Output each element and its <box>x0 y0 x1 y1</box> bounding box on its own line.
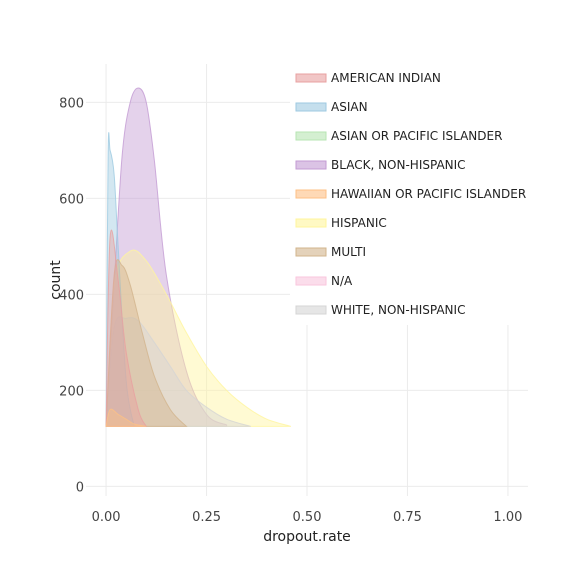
density-area-american-indian <box>105 229 148 427</box>
legend-label-hispanic: HISPANIC <box>331 216 387 230</box>
density-area-black-non-hispanic <box>105 87 228 427</box>
legend-swatch-black-non-hispanic <box>295 160 327 170</box>
legend-swatch-american-indian <box>295 73 327 83</box>
x-tick-label: 0.50 <box>293 510 322 525</box>
density-area-asian <box>105 132 135 427</box>
legend-label-white-non-hispanic: WHITE, NON-HISPANIC <box>331 303 465 317</box>
y-tick-label: 800 <box>59 96 84 111</box>
x-tick-label: 0.00 <box>92 510 121 525</box>
legend-label-asian-or-pacific-islander: ASIAN OR PACIFIC ISLANDER <box>331 129 502 143</box>
density-area-white-non-hispanic <box>105 316 251 427</box>
legend-label-n-a: N/A <box>331 274 353 288</box>
density-area-multi <box>105 259 188 427</box>
x-tick-label: 0.75 <box>393 510 422 525</box>
legend-label-black-non-hispanic: BLACK, NON-HISPANIC <box>331 158 466 172</box>
x-tick-label: 0.25 <box>192 510 221 525</box>
legend-swatch-white-non-hispanic <box>295 305 327 315</box>
x-axis-title: dropout.rate <box>263 529 351 545</box>
legend-swatch-asian <box>295 102 327 112</box>
legend-swatch-hawaiian-or-pacific-islander <box>295 189 327 199</box>
density-area-hawaiian-or-pacific-islander <box>105 408 147 427</box>
y-tick-label: 600 <box>59 192 84 207</box>
legend-swatch-asian-or-pacific-islander <box>295 131 327 141</box>
legend-label-asian: ASIAN <box>331 100 368 114</box>
y-tick-label: 400 <box>59 288 84 303</box>
legend: AMERICAN INDIAN ASIAN ASIAN OR PACIFIC ISL… <box>290 64 544 325</box>
density-area-hispanic <box>105 249 292 427</box>
legend-label-hawaiian-or-pacific-islander: HAWAIIAN OR PACIFIC ISLANDER <box>331 187 526 201</box>
legend-label-american-indian: AMERICAN INDIAN <box>331 71 441 85</box>
y-tick-label: 200 <box>59 384 84 399</box>
x-tick-label: 1.00 <box>493 510 522 525</box>
y-axis-title: count <box>48 260 64 300</box>
legend-swatch-hispanic <box>295 218 327 228</box>
legend-swatch-n-a <box>295 276 327 286</box>
axis-ticks: 0.00 0.25 0.50 0.75 1.00 0 200 400 600 800 <box>59 96 522 525</box>
legend-label-multi: MULTI <box>331 245 366 259</box>
density-areas <box>105 87 292 427</box>
legend-background <box>290 64 544 325</box>
legend-swatch-multi <box>295 247 327 257</box>
y-tick-label: 0 <box>76 480 84 495</box>
